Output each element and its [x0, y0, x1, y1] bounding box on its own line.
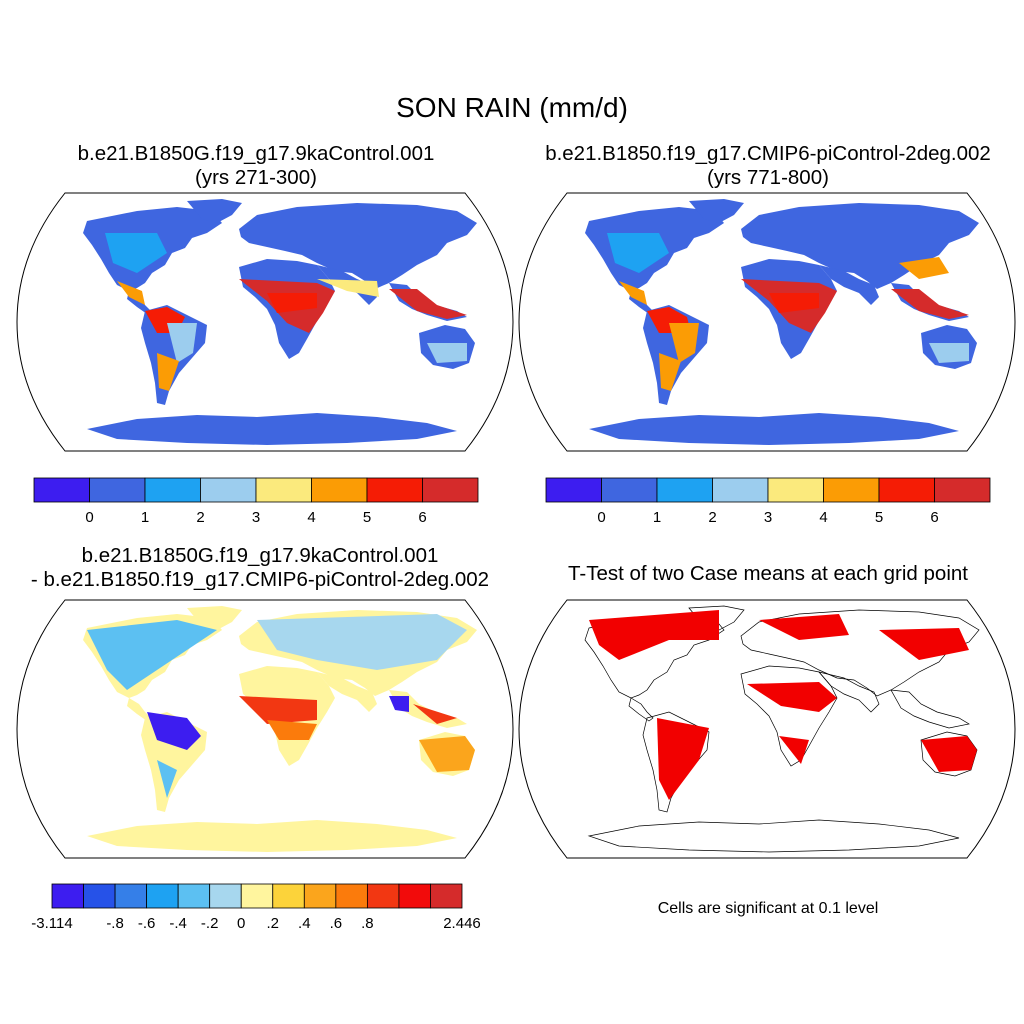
diff-colorbar-swatch [303, 883, 337, 909]
rain-colorbar-left-swatch [422, 477, 479, 503]
diff-colorbar-swatch [366, 883, 400, 909]
diff-colorbar-swatch [272, 883, 305, 909]
rain-colorbar-left-label: 0 [85, 509, 93, 526]
rain-colorbar-right-label: 4 [819, 509, 827, 526]
panel-title-bottom-left-line2: - b.e21.B1850.f19_g17.CMIP6-piControl-2d… [30, 568, 490, 591]
diff-colorbar-label: 0 [237, 915, 245, 932]
diff-colorbar-swatch [335, 883, 368, 909]
diff-colorbar-label: .6 [330, 915, 343, 932]
rain-colorbar-right-swatch [712, 477, 769, 503]
diff-colorbar-label: .2 [267, 915, 280, 932]
rain-colorbar-left-swatch [200, 477, 257, 503]
rain-colorbar-right-swatch [656, 477, 713, 503]
diff-colorbar-label: .8 [361, 915, 374, 932]
rain-colorbar-left-swatch [89, 477, 146, 503]
rain-colorbar-left-label: 6 [418, 509, 426, 526]
diff-colorbar-label: -3.114 [31, 915, 72, 932]
panel-title-bottom-right: T-Test of two Case means at each grid po… [568, 562, 968, 585]
diff-colorbar-swatch [177, 883, 211, 909]
diff-colorbar-label: -.4 [169, 915, 187, 932]
diff-colorbar-label: 2.446 [443, 915, 481, 932]
diff-colorbar-swatch [146, 883, 179, 909]
rain-colorbar-right-swatch [878, 477, 935, 503]
rain-colorbar-left-swatch [255, 477, 312, 503]
rain-colorbar-left-swatch [311, 477, 368, 503]
map-bottom-right [518, 599, 1016, 859]
rain-colorbar-left-label: 1 [141, 509, 149, 526]
map-top-left [16, 192, 514, 452]
diff-colorbar-swatch [398, 883, 431, 909]
map-top-right [518, 192, 1016, 452]
significance-note: Cells are significant at 0.1 level [657, 900, 879, 917]
rain-colorbar-right-swatch [767, 477, 824, 503]
panel-title-top-left: b.e21.B1850G.f19_g17.9kaControl.001 (yrs… [0, 142, 512, 190]
map-bottom-left [16, 599, 514, 859]
panel-title-top-left-line1: b.e21.B1850G.f19_g17.9kaControl.001 [77, 142, 435, 165]
diff-colorbar-label: .4 [298, 915, 311, 932]
rain-colorbar-left-swatch [366, 477, 423, 503]
panel-title-top-right-line2: (yrs 771-800) [707, 166, 829, 189]
rain-colorbar-right-label: 6 [930, 509, 938, 526]
rain-colorbar-right-swatch [545, 477, 602, 503]
rain-colorbar-right-label: 2 [708, 509, 716, 526]
colorbar-top-left: 0 1 2 3 4 5 6 [33, 477, 479, 526]
rain-colorbar-right-swatch [823, 477, 880, 503]
rain-colorbar-left-label: 3 [252, 509, 260, 526]
panel-title-bottom-left-line1: b.e21.B1850G.f19_g17.9kaControl.001 [81, 544, 439, 567]
figure-title: SON RAIN (mm/d) [396, 92, 628, 123]
rain-colorbar-left-label: 2 [196, 509, 204, 526]
rain-colorbar-left-label: 5 [363, 509, 371, 526]
diff-colorbar-label: -.2 [201, 915, 219, 932]
panel-title-top-right: b.e21.B1850.f19_g17.CMIP6-piControl-2deg… [512, 142, 1024, 190]
diff-colorbar-swatch [114, 883, 148, 909]
rain-colorbar-right-label: 3 [764, 509, 772, 526]
panel-title-bottom-left: b.e21.B1850G.f19_g17.9kaControl.001 - b.… [0, 544, 520, 592]
colorbar-bottom-left: -3.114 -.8 -.6 -.4 -.2 0 .2 .4 .6 .8 2.446 [31, 883, 481, 932]
rain-colorbar-right-swatch [934, 477, 991, 503]
diff-colorbar-label: -.8 [106, 915, 124, 932]
diff-colorbar-swatch [51, 883, 84, 909]
panel-title-top-left-line2: (yrs 271-300) [195, 166, 317, 189]
rain-colorbar-right-label: 1 [653, 509, 661, 526]
diff-colorbar-swatch [209, 883, 242, 909]
rain-colorbar-left-label: 4 [307, 509, 315, 526]
rain-colorbar-right-label: 5 [875, 509, 883, 526]
diff-colorbar-swatch [83, 883, 116, 909]
diff-colorbar-swatch [430, 883, 463, 909]
diff-colorbar-label: -.6 [138, 915, 156, 932]
rain-colorbar-right-swatch [601, 477, 658, 503]
colorbar-top-right: 0 1 2 3 4 5 6 [545, 477, 991, 526]
rain-colorbar-left-swatch [33, 477, 90, 503]
diff-colorbar-swatch [240, 883, 274, 909]
panel-title-top-right-line1: b.e21.B1850.f19_g17.CMIP6-piControl-2deg… [545, 142, 991, 165]
rain-colorbar-left-swatch [144, 477, 201, 503]
rain-colorbar-right-label: 0 [597, 509, 605, 526]
